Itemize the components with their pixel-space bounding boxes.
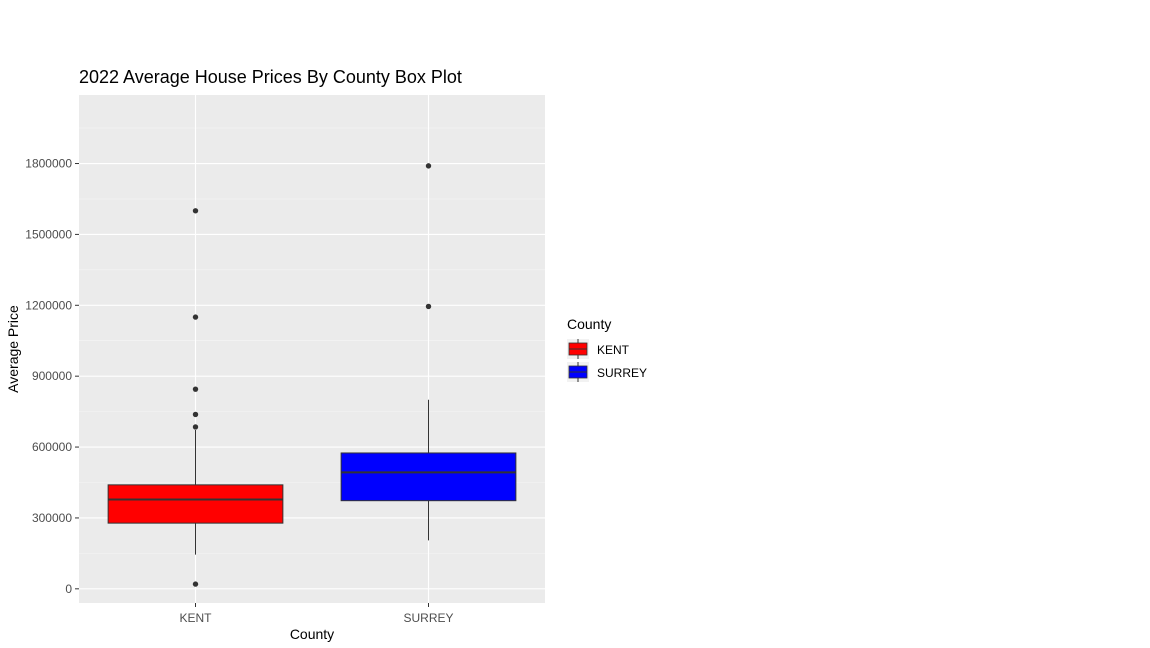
legend-label: SURREY	[597, 366, 647, 380]
box-surrey	[340, 163, 517, 541]
boxes	[107, 163, 517, 587]
outlier-point	[425, 303, 432, 310]
outlier-point	[192, 386, 199, 392]
y-tick-label: 1200000	[25, 298, 72, 312]
y-axis-title: Average Price	[5, 305, 21, 393]
outlier-point	[425, 163, 432, 169]
x-tick-label: SURREY	[403, 611, 453, 625]
outlier-point	[192, 581, 199, 587]
box-kent	[107, 208, 284, 587]
outlier-point	[192, 424, 199, 430]
plot-panel	[79, 95, 545, 603]
minor-gridlines	[79, 127, 545, 554]
x-tick-label: KENT	[179, 611, 212, 625]
legend-item-surrey: SURREY	[567, 362, 647, 382]
legend-title: County	[567, 316, 611, 332]
y-tick-label: 300000	[32, 511, 72, 525]
outlier-point	[192, 314, 199, 320]
x-axis: KENT SURREY	[179, 603, 454, 625]
y-tick-label: 600000	[32, 440, 72, 454]
outlier-point	[192, 411, 199, 418]
chart-title: 2022 Average House Prices By County Box …	[79, 67, 462, 87]
y-tick-label: 0	[65, 582, 72, 596]
y-axis: 0 300000 600000 900000 1200000 1500000 1800000	[25, 157, 79, 596]
outlier-point	[192, 208, 199, 214]
x-axis-title: County	[290, 626, 334, 642]
box-body	[107, 484, 284, 524]
legend-label: KENT	[597, 343, 630, 357]
y-tick-label: 1500000	[25, 227, 72, 241]
legend: County KENT SURREY	[567, 316, 647, 382]
box-body	[340, 452, 517, 502]
y-tick-label: 900000	[32, 369, 72, 383]
legend-item-kent: KENT	[567, 339, 630, 359]
y-tick-label: 1800000	[25, 157, 72, 171]
